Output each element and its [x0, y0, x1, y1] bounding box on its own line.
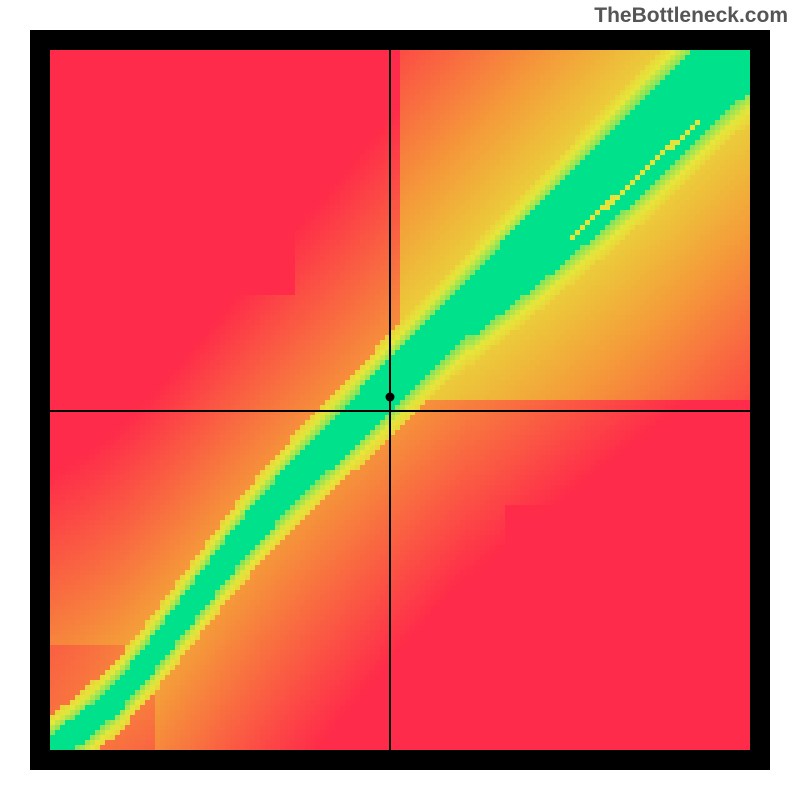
crosshair-horizontal	[50, 410, 750, 412]
chart-container: TheBottleneck.com	[0, 0, 800, 800]
bottleneck-heatmap	[50, 50, 750, 750]
selection-marker[interactable]	[385, 392, 394, 401]
watermark-text: TheBottleneck.com	[594, 4, 788, 28]
